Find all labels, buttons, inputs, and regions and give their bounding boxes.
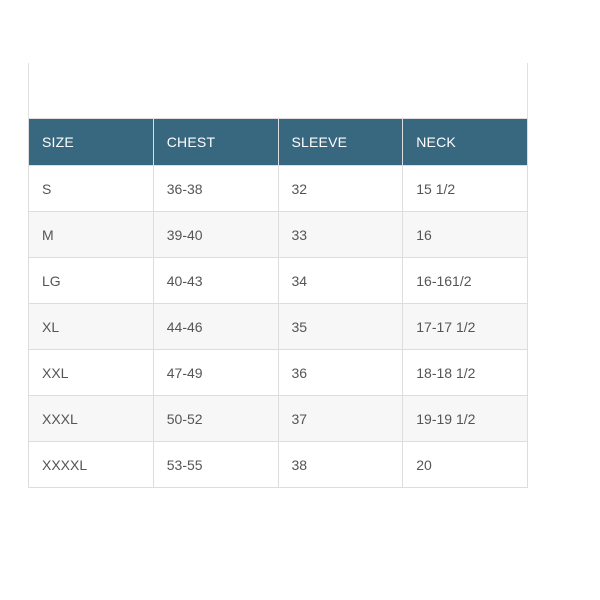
table-cell: 53-55 — [152, 441, 279, 488]
table-cell: 15 1/2 — [402, 165, 528, 212]
table-cell: 33 — [277, 211, 404, 258]
panel-left-border — [28, 63, 29, 119]
header-row: SIZE CHEST SLEEVE NECK — [28, 118, 528, 166]
table-cell: XXXXL — [28, 441, 154, 488]
table-cell: 44-46 — [152, 303, 279, 350]
table-cell: XXL — [28, 349, 154, 396]
table-cell: 47-49 — [152, 349, 279, 396]
table-row-s: S 36-38 32 15 1/2 — [28, 165, 528, 212]
table-row-m: M 39-40 33 16 — [28, 211, 528, 258]
table-cell: M — [28, 211, 154, 258]
table-row-xxxl: XXXL 50-52 37 19-19 1/2 — [28, 395, 528, 442]
table-row-xl: XL 44-46 35 17-17 1/2 — [28, 303, 528, 350]
table-cell: 39-40 — [152, 211, 279, 258]
column-header-chest: CHEST — [152, 118, 279, 166]
panel-right-border — [527, 63, 528, 119]
table-cell: 36-38 — [152, 165, 279, 212]
column-header-neck: NECK — [402, 118, 528, 166]
table-cell: 16-161/2 — [402, 257, 528, 304]
column-header-sleeve: SLEEVE — [277, 118, 404, 166]
table-cell: 34 — [277, 257, 404, 304]
table-cell: 19-19 1/2 — [402, 395, 528, 442]
table-cell: 40-43 — [152, 257, 279, 304]
table-cell: 38 — [277, 441, 404, 488]
table-row-xxxxl: XXXXL 53-55 38 20 — [28, 441, 528, 488]
table-cell: 16 — [402, 211, 528, 258]
table-cell: XXXL — [28, 395, 154, 442]
table-row-lg: LG 40-43 34 16-161/2 — [28, 257, 528, 304]
table-cell: LG — [28, 257, 154, 304]
table-cell: S — [28, 165, 154, 212]
table-cell: 50-52 — [152, 395, 279, 442]
table-row-xxl: XXL 47-49 36 18-18 1/2 — [28, 349, 528, 396]
table-cell: XL — [28, 303, 154, 350]
table-cell: 36 — [277, 349, 404, 396]
table-cell: 18-18 1/2 — [402, 349, 528, 396]
table-cell: 32 — [277, 165, 404, 212]
table-cell: 35 — [277, 303, 404, 350]
size-chart-table: SIZE CHEST SLEEVE NECK S 36-38 32 15 1/2… — [28, 118, 528, 488]
column-header-size: SIZE — [28, 118, 154, 166]
table-cell: 37 — [277, 395, 404, 442]
table-cell: 20 — [402, 441, 528, 488]
table-cell: 17-17 1/2 — [402, 303, 528, 350]
